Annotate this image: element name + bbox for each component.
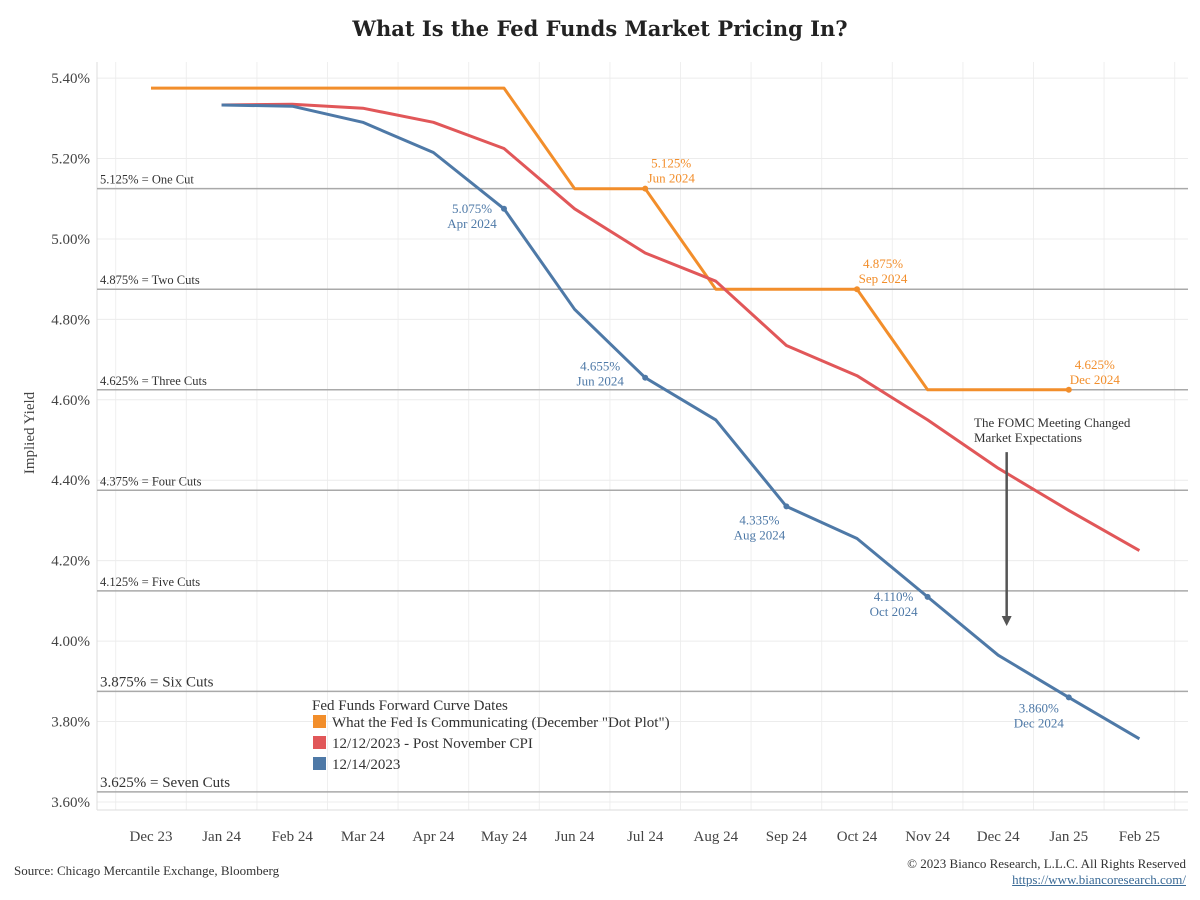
annotation-value: 4.655%	[580, 359, 620, 374]
y-tick-label: 5.40%	[51, 71, 90, 87]
annotation-value: 3.860%	[1019, 700, 1059, 715]
annotation-value: 4.875%	[863, 256, 903, 271]
annotation-value: 4.335%	[739, 512, 779, 527]
data-point-marker	[924, 593, 931, 600]
y-tick-label: 4.00%	[51, 634, 90, 650]
annotation-date: Dec 2024	[1070, 372, 1121, 387]
annotation-date: Jun 2024	[577, 374, 625, 389]
data-point-marker	[1065, 386, 1072, 393]
annotation-value: 4.110%	[874, 589, 914, 604]
annotation-value: 4.625%	[1075, 357, 1115, 372]
y-axis-label: Implied Yield	[22, 391, 38, 474]
x-tick-label: Oct 24	[837, 829, 878, 845]
series-line	[221, 103, 1141, 741]
x-tick-label: Nov 24	[905, 829, 950, 845]
reference-line-label: 5.125% = One Cut	[100, 173, 194, 187]
website-link[interactable]: https://www.biancoresearch.com/	[1012, 872, 1186, 887]
source-note: Source: Chicago Mercantile Exchange, Blo…	[14, 863, 280, 878]
x-tick-label: Jul 24	[627, 829, 664, 845]
data-point-marker	[642, 374, 649, 381]
x-tick-label: Jan 25	[1049, 829, 1088, 845]
data-point-marker	[854, 286, 860, 293]
callout-text: The FOMC Meeting Changed	[974, 415, 1131, 430]
y-tick-label: 3.80%	[51, 715, 90, 731]
y-tick-label: 5.20%	[51, 152, 90, 168]
y-tick-label: 4.60%	[51, 393, 90, 409]
reference-line-label: 4.375% = Four Cuts	[100, 474, 202, 488]
chart-title: What Is the Fed Funds Market Pricing In?	[352, 16, 848, 41]
y-tick-label: 4.80%	[51, 312, 90, 328]
y-tick-label: 3.60%	[51, 795, 90, 811]
legend-swatch	[313, 715, 326, 728]
series-line	[221, 102, 1141, 552]
legend-swatch	[313, 736, 326, 749]
data-point-marker	[642, 185, 649, 192]
legend-swatch	[313, 757, 326, 770]
annotation-date: Apr 2024	[447, 216, 497, 231]
data-point-marker	[1065, 694, 1072, 701]
x-tick-label: Dec 24	[977, 829, 1020, 845]
x-tick-label: Jun 24	[555, 829, 595, 845]
data-point-marker	[783, 503, 790, 510]
data-point-marker	[501, 205, 507, 212]
annotation-value: 5.075%	[452, 201, 492, 216]
y-tick-label: 4.20%	[51, 554, 90, 570]
x-tick-label: Jan 24	[202, 829, 241, 845]
legend-label: 12/12/2023 - Post November CPI	[332, 736, 533, 752]
legend-label: What the Fed Is Communicating (December …	[332, 715, 670, 731]
legend-label: 12/14/2023	[332, 757, 400, 773]
annotation-date: Jun 2024	[648, 171, 696, 186]
y-tick-label: 4.40%	[51, 473, 90, 489]
x-tick-label: Mar 24	[341, 829, 385, 845]
reference-line-label: 3.625% = Seven Cuts	[100, 775, 230, 791]
x-tick-label: May 24	[481, 829, 528, 845]
reference-line-label: 3.875% = Six Cuts	[100, 674, 214, 690]
annotation-date: Dec 2024	[1014, 715, 1065, 730]
x-tick-label: Apr 24	[412, 829, 455, 845]
x-tick-label: Aug 24	[694, 829, 739, 845]
reference-line-label: 4.625% = Three Cuts	[100, 374, 207, 388]
x-tick-label: Feb 25	[1119, 829, 1160, 845]
annotation-date: Aug 2024	[734, 527, 786, 542]
callout-text: Market Expectations	[974, 430, 1082, 445]
annotation-date: Sep 2024	[859, 271, 908, 286]
x-tick-label: Dec 23	[130, 829, 173, 845]
series-line	[151, 86, 1069, 392]
y-tick-label: 5.00%	[51, 232, 90, 248]
x-tick-label: Feb 24	[272, 829, 314, 845]
annotation-value: 5.125%	[651, 156, 691, 171]
copyright-block: © 2023 Bianco Research, L.L.C. All Right…	[907, 856, 1186, 888]
copyright-text: © 2023 Bianco Research, L.L.C. All Right…	[907, 856, 1186, 871]
x-tick-label: Sep 24	[766, 829, 808, 845]
annotation-date: Oct 2024	[870, 604, 919, 619]
reference-line-label: 4.125% = Five Cuts	[100, 575, 200, 589]
legend-title: Fed Funds Forward Curve Dates	[312, 698, 508, 714]
reference-line-label: 4.875% = Two Cuts	[100, 273, 200, 287]
